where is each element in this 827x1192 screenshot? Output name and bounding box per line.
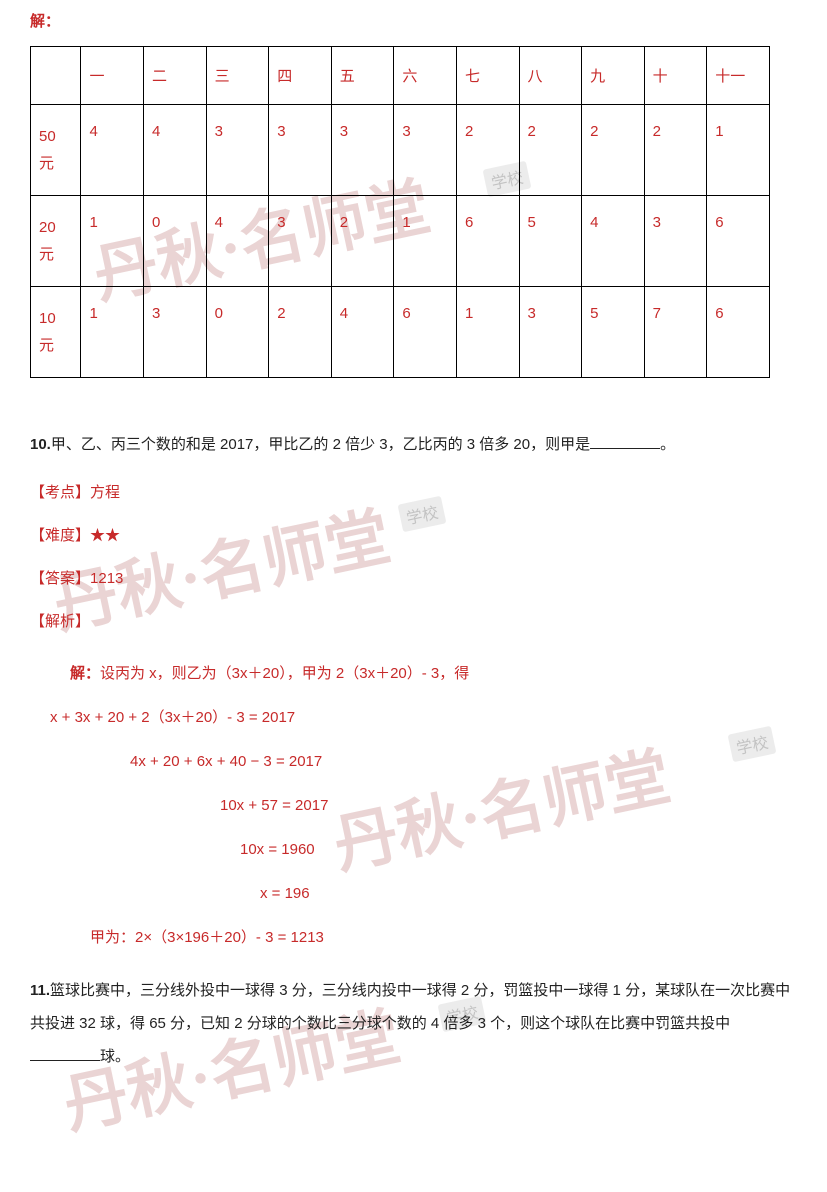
table-cell: 2 [456,105,519,196]
table-header-cell: 九 [582,47,645,105]
kaodian: 【考点】方程 [30,481,797,502]
solution-line: 甲为：2×（3×196＋20）- 3 = 1213 [30,917,797,959]
jiexi: 【解析】 [30,610,797,631]
table-cell: 0 [144,196,207,287]
solution-line: 设丙为 x，则乙为（3x＋20），甲为 2（3x＋20）- 3，得 [100,665,469,682]
table-cell: 4 [331,287,394,378]
table-cell: 3 [144,287,207,378]
table-cell: 4 [144,105,207,196]
solution-line: 4x + 20 + 6x + 40 − 3 = 2017 [30,741,797,783]
table-cell: 1 [394,196,457,287]
question-11: 11.篮球比赛中，三分线外投中一球得 3 分，三分线内投中一球得 2 分，罚篮投… [30,974,797,1073]
table-cell: 3 [394,105,457,196]
table-cell: 3 [269,105,332,196]
table-header-cell: 五 [331,47,394,105]
table-rowhead: 10元 [31,287,81,378]
table-cell: 3 [206,105,269,196]
table-cell: 1 [707,105,770,196]
table-cell: 6 [707,287,770,378]
table-rowhead: 50元 [31,105,81,196]
solution-10: 解：设丙为 x，则乙为（3x＋20），甲为 2（3x＋20）- 3，得 x + … [30,653,797,959]
solution-line: 10x + 57 = 2017 [30,785,797,827]
question-number: 10. [30,436,51,453]
table-cell: 3 [644,196,707,287]
table-cell: 2 [582,105,645,196]
table-row: 10元 1 3 0 2 4 6 1 3 5 7 6 [31,287,770,378]
table-header-cell: 十 [644,47,707,105]
table-cell: 3 [331,105,394,196]
table-cell: 2 [269,287,332,378]
table-cell: 3 [519,287,582,378]
table-cell: 6 [456,196,519,287]
table-header-cell: 四 [269,47,332,105]
table-header-cell: 二 [144,47,207,105]
blank-fill [590,434,660,449]
table-header-cell [31,47,81,105]
table-header-cell: 十一 [707,47,770,105]
solution-line: x = 196 [30,873,797,915]
solution-line: 10x = 1960 [30,829,797,871]
table-cell: 7 [644,287,707,378]
blank-fill [30,1046,100,1061]
question-text-end: 。 [660,436,675,453]
table-cell: 2 [519,105,582,196]
table-cell: 1 [456,287,519,378]
question-10: 10.甲、乙、丙三个数的和是 2017，甲比乙的 2 倍少 3，乙比丙的 3 倍… [30,428,797,461]
solution-line: x + 3x + 20 + 2（3x＋20）- 3 = 2017 [30,697,797,739]
question-number: 11. [30,982,50,999]
nandu: 【难度】★★ [30,524,797,545]
table-header-cell: 七 [456,47,519,105]
table-cell: 2 [331,196,394,287]
question-text: 篮球比赛中，三分线外投中一球得 3 分，三分线内投中一球得 2 分，罚篮投中一球… [30,982,790,1032]
solution-table: 一 二 三 四 五 六 七 八 九 十 十一 50元 4 4 3 3 3 3 2… [30,46,770,378]
table-header-row: 一 二 三 四 五 六 七 八 九 十 十一 [31,47,770,105]
table-cell: 4 [206,196,269,287]
table-cell: 3 [269,196,332,287]
table-cell: 1 [81,287,144,378]
table-cell: 4 [582,196,645,287]
question-text-end: 球。 [100,1048,130,1065]
daan: 【答案】1213 [30,567,797,588]
top-solution-label: 解： [30,10,797,31]
table-header-cell: 三 [206,47,269,105]
table-cell: 5 [582,287,645,378]
table-cell: 6 [394,287,457,378]
table-header-cell: 八 [519,47,582,105]
table-row: 20元 1 0 4 3 2 1 6 5 4 3 6 [31,196,770,287]
table-header-cell: 六 [394,47,457,105]
question-text: 甲、乙、丙三个数的和是 2017，甲比乙的 2 倍少 3，乙比丙的 3 倍多 2… [51,436,590,453]
table-cell: 6 [707,196,770,287]
table-cell: 4 [81,105,144,196]
table-cell: 2 [644,105,707,196]
table-cell: 5 [519,196,582,287]
table-rowhead: 20元 [31,196,81,287]
table-cell: 1 [81,196,144,287]
table-header-cell: 一 [81,47,144,105]
solution-label: 解： [70,665,100,682]
table-cell: 0 [206,287,269,378]
table-row: 50元 4 4 3 3 3 3 2 2 2 2 1 [31,105,770,196]
